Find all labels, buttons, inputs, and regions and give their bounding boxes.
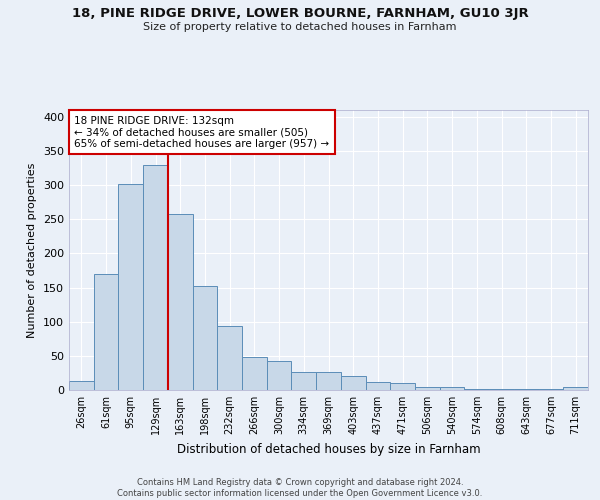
Bar — [292, 372, 316, 390]
X-axis label: Distribution of detached houses by size in Farnham: Distribution of detached houses by size … — [176, 442, 481, 456]
Bar — [267, 360, 292, 390]
Bar — [489, 388, 514, 390]
Bar — [242, 356, 267, 390]
Bar — [415, 386, 440, 390]
Bar — [217, 326, 242, 390]
Bar — [143, 164, 168, 390]
Bar — [365, 382, 390, 390]
Text: Size of property relative to detached houses in Farnham: Size of property relative to detached ho… — [143, 22, 457, 32]
Bar — [514, 388, 539, 390]
Bar — [440, 386, 464, 390]
Bar — [390, 383, 415, 390]
Y-axis label: Number of detached properties: Number of detached properties — [28, 162, 37, 338]
Bar — [563, 388, 588, 390]
Bar — [193, 286, 217, 390]
Bar — [316, 372, 341, 390]
Text: 18, PINE RIDGE DRIVE, LOWER BOURNE, FARNHAM, GU10 3JR: 18, PINE RIDGE DRIVE, LOWER BOURNE, FARN… — [71, 8, 529, 20]
Bar — [118, 184, 143, 390]
Bar — [341, 376, 365, 390]
Bar — [69, 381, 94, 390]
Bar — [168, 214, 193, 390]
Text: 18 PINE RIDGE DRIVE: 132sqm
← 34% of detached houses are smaller (505)
65% of se: 18 PINE RIDGE DRIVE: 132sqm ← 34% of det… — [74, 116, 329, 149]
Text: Contains HM Land Registry data © Crown copyright and database right 2024.
Contai: Contains HM Land Registry data © Crown c… — [118, 478, 482, 498]
Bar — [94, 274, 118, 390]
Bar — [464, 388, 489, 390]
